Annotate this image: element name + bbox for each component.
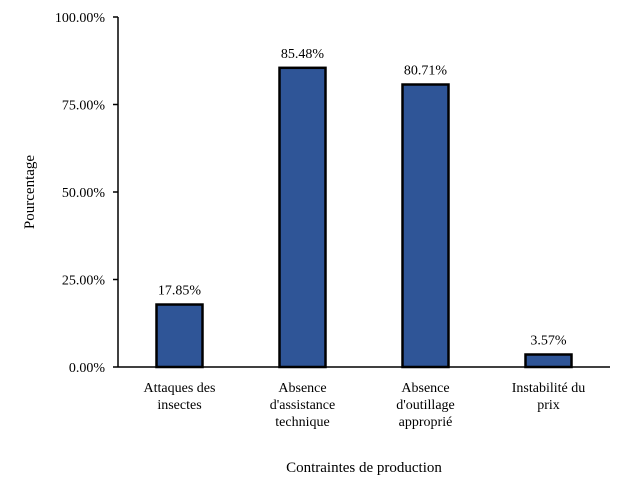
x-axis-category-label: Absence d'assistance technique <box>270 381 336 430</box>
bar-data-label: 85.48% <box>281 47 325 62</box>
y-axis-tick-label: 0.00% <box>69 361 106 376</box>
x-axis-title: Contraintes de production <box>286 460 442 476</box>
bar-data-label: 17.85% <box>158 284 202 299</box>
bar <box>155 303 204 369</box>
data-labels: 17.85% 85.48% 80.71% 3.57% <box>158 47 567 349</box>
y-axis-ticks: 0.00% 25.00% 50.00% 75.00% 100.00% <box>55 11 118 376</box>
y-axis-tick-label: 75.00% <box>62 99 106 114</box>
bar <box>401 83 450 369</box>
bar <box>278 66 327 369</box>
x-axis-category-label: Absence d'outillage approprié <box>396 381 455 430</box>
bar-data-label: 3.57% <box>530 334 567 349</box>
bars <box>155 66 573 369</box>
x-axis-category-label: Instabilité du prix <box>512 381 586 413</box>
bar-data-label: 80.71% <box>404 64 448 79</box>
y-axis-tick-label: 100.00% <box>55 11 106 26</box>
x-axis-category-label: Attaques des insectes <box>144 381 216 413</box>
bar <box>524 353 573 369</box>
y-axis-tick-label: 25.00% <box>62 274 106 289</box>
y-axis-tick-label: 50.00% <box>62 186 106 201</box>
x-axis-category-labels: Attaques des insectes Absence d'assistance t… <box>144 381 586 430</box>
y-axis-title: Pourcentage <box>22 155 38 229</box>
